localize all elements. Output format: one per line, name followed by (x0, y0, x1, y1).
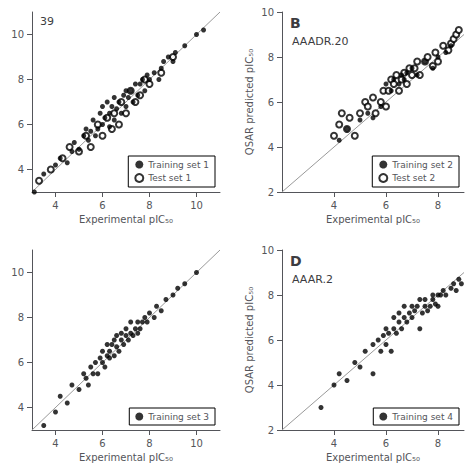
svg-text:AAAR.2: AAAR.2 (292, 273, 333, 286)
svg-text:2: 2 (268, 425, 274, 436)
svg-text:Test set 1: Test set 1 (147, 173, 191, 183)
svg-text:8: 8 (435, 438, 441, 449)
svg-text:10: 10 (11, 29, 24, 40)
svg-text:Training set 1: Training set 1 (147, 160, 209, 170)
svg-text:6: 6 (268, 97, 274, 108)
svg-text:4: 4 (268, 380, 274, 391)
svg-text:Experimental pIC₅₀: Experimental pIC₅₀ (326, 214, 420, 225)
svg-text:8: 8 (268, 52, 274, 63)
svg-text:4: 4 (52, 438, 58, 449)
svg-text:39: 39 (40, 15, 54, 28)
svg-text:6: 6 (268, 335, 274, 346)
svg-text:8: 8 (18, 74, 24, 85)
svg-text:4: 4 (18, 164, 24, 175)
svg-text:8: 8 (146, 200, 152, 211)
svg-text:QSAR predicted pIC₅₀: QSAR predicted pIC₅₀ (244, 287, 255, 393)
svg-text:QSAR predicted pIC₅₀: QSAR predicted pIC₅₀ (244, 49, 255, 155)
svg-text:4: 4 (268, 142, 274, 153)
svg-text:10: 10 (261, 7, 274, 18)
svg-text:4: 4 (18, 402, 24, 413)
svg-text:Training set 3: Training set 3 (147, 412, 209, 422)
svg-text:6: 6 (18, 357, 24, 368)
svg-text:B: B (290, 15, 301, 31)
svg-text:Test set 2: Test set 2 (391, 173, 435, 183)
svg-text:4: 4 (331, 200, 337, 211)
svg-text:6: 6 (99, 200, 105, 211)
svg-text:8: 8 (268, 290, 274, 301)
svg-text:D: D (290, 253, 302, 269)
svg-text:6: 6 (383, 438, 389, 449)
svg-text:10: 10 (261, 245, 274, 256)
svg-text:Training set 2: Training set 2 (391, 160, 453, 170)
svg-text:10: 10 (190, 200, 203, 211)
svg-text:4: 4 (331, 438, 337, 449)
svg-text:8: 8 (146, 438, 152, 449)
svg-text:8: 8 (18, 312, 24, 323)
svg-text:10: 10 (190, 438, 203, 449)
svg-text:4: 4 (52, 200, 58, 211)
svg-text:6: 6 (18, 119, 24, 130)
svg-text:2: 2 (268, 187, 274, 198)
svg-text:Training set 4: Training set 4 (391, 412, 453, 422)
svg-text:Experimental pIC₅₀: Experimental pIC₅₀ (79, 452, 173, 463)
svg-text:6: 6 (383, 200, 389, 211)
svg-text:6: 6 (99, 438, 105, 449)
svg-text:10: 10 (11, 267, 24, 278)
svg-text:Experimental pIC₅₀: Experimental pIC₅₀ (326, 452, 420, 463)
svg-text:Experimental pIC₅₀: Experimental pIC₅₀ (79, 214, 173, 225)
svg-text:8: 8 (435, 200, 441, 211)
svg-text:AAADR.20: AAADR.20 (292, 35, 348, 48)
